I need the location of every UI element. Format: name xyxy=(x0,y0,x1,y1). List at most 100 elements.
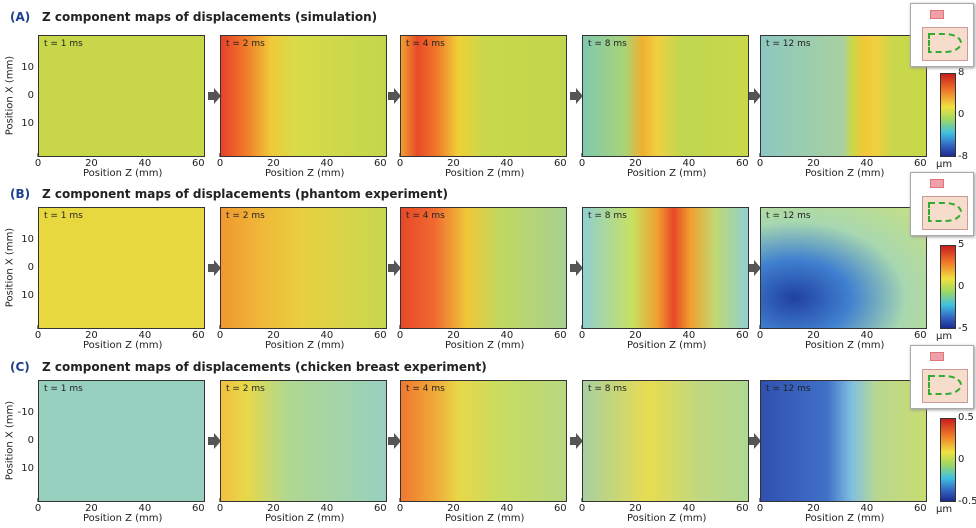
x-tick-label: 0 xyxy=(578,503,586,514)
inset-wave xyxy=(928,202,962,222)
time-label: t = 8 ms xyxy=(588,39,627,49)
heatmap xyxy=(220,35,387,157)
inset-wave xyxy=(928,33,962,53)
x-tick-label: 60 xyxy=(913,503,927,514)
colorbar-unit: μm xyxy=(936,504,953,515)
step-arrow xyxy=(570,88,583,104)
x-tick-label: 60 xyxy=(553,330,567,341)
colorbar xyxy=(940,245,956,329)
time-label: t = 4 ms xyxy=(406,39,445,49)
step-arrow xyxy=(388,88,401,104)
x-tick-label: 40 xyxy=(682,158,696,169)
heatmap xyxy=(38,35,205,157)
x-axis-label: Position Z (mm) xyxy=(83,513,163,524)
heatmap xyxy=(220,380,387,502)
step-arrow xyxy=(208,88,221,104)
x-tick-label: 40 xyxy=(500,503,514,514)
y-tick-label: 0 xyxy=(27,90,34,101)
colorbar-tick-label: 0 xyxy=(958,281,965,292)
x-tick-label: 20 xyxy=(267,503,280,514)
y-tick-label: 10 xyxy=(21,61,34,73)
heatmap xyxy=(582,207,749,329)
heatmap xyxy=(760,380,927,502)
y-tick-label: 0 xyxy=(27,262,34,273)
x-tick-label: 0 xyxy=(216,503,224,514)
x-tick-label: 60 xyxy=(191,330,205,341)
x-tick-label: 40 xyxy=(500,158,514,169)
x-tick-label: 20 xyxy=(447,330,460,341)
row-label: (B) xyxy=(10,187,31,201)
colorbar-tick-label: 8 xyxy=(958,67,965,78)
colorbar-tick-label: -5 xyxy=(958,323,968,334)
colorbar-tick-label: 0.5 xyxy=(958,412,974,423)
x-tick-label: 20 xyxy=(447,503,460,514)
step-arrow xyxy=(388,433,401,449)
time-label: t = 4 ms xyxy=(406,211,445,221)
x-tick-label: 60 xyxy=(373,158,387,169)
x-tick-label: 20 xyxy=(629,503,642,514)
x-tick-label: 0 xyxy=(756,503,764,514)
step-arrow xyxy=(748,260,761,276)
x-tick-label: 40 xyxy=(860,330,874,341)
x-tick-label: 20 xyxy=(85,158,98,169)
y-axis-label: Position X (mm) xyxy=(4,400,16,481)
time-label: t = 12 ms xyxy=(766,384,811,394)
y-axis-label: Position X (mm) xyxy=(4,227,16,308)
heatmap xyxy=(400,35,567,157)
x-tick-label: 40 xyxy=(320,330,334,341)
x-axis-label: Position Z (mm) xyxy=(83,168,163,179)
colorbar-unit: μm xyxy=(936,159,953,170)
time-label: t = 2 ms xyxy=(226,39,265,49)
y-tick-label: 10 xyxy=(21,290,34,302)
heatmap xyxy=(400,380,567,502)
heatmap xyxy=(760,35,927,157)
time-label: t = 8 ms xyxy=(588,384,627,394)
x-axis-label: Position Z (mm) xyxy=(265,340,345,351)
step-arrow xyxy=(748,88,761,104)
x-tick-label: 20 xyxy=(85,330,98,341)
heatmap xyxy=(582,35,749,157)
x-tick-label: 20 xyxy=(629,158,642,169)
x-tick-label: 60 xyxy=(373,330,387,341)
x-tick-label: 20 xyxy=(267,158,280,169)
x-tick-label: 0 xyxy=(396,158,404,169)
x-axis-label: Position Z (mm) xyxy=(445,513,525,524)
colorbar-tick-label: -0.5 xyxy=(958,496,976,507)
colorbar-tick-label: 0 xyxy=(958,109,965,120)
x-tick-label: 40 xyxy=(138,503,152,514)
heatmap xyxy=(38,207,205,329)
row-label: (A) xyxy=(10,10,31,24)
step-arrow xyxy=(748,433,761,449)
x-tick-label: 60 xyxy=(191,503,205,514)
heatmap xyxy=(220,207,387,329)
x-tick-label: 40 xyxy=(320,158,334,169)
step-arrow xyxy=(208,433,221,449)
x-tick-label: 20 xyxy=(267,330,280,341)
x-tick-label: 0 xyxy=(34,330,42,341)
x-tick-label: 20 xyxy=(85,503,98,514)
x-axis-label: Position Z (mm) xyxy=(265,513,345,524)
x-tick-label: 20 xyxy=(629,330,642,341)
x-tick-label: 20 xyxy=(447,158,460,169)
time-label: t = 4 ms xyxy=(406,384,445,394)
step-arrow xyxy=(570,433,583,449)
x-tick-label: 60 xyxy=(373,503,387,514)
x-tick-label: 60 xyxy=(913,158,927,169)
x-tick-label: 0 xyxy=(34,158,42,169)
y-tick-label: 0 xyxy=(27,435,34,446)
time-label: t = 12 ms xyxy=(766,39,811,49)
x-axis-label: Position Z (mm) xyxy=(445,168,525,179)
x-tick-label: 20 xyxy=(807,330,820,341)
heatmap xyxy=(38,380,205,502)
x-tick-label: 0 xyxy=(756,158,764,169)
step-arrow xyxy=(570,260,583,276)
time-label: t = 2 ms xyxy=(226,211,265,221)
x-tick-label: 40 xyxy=(138,330,152,341)
x-tick-label: 40 xyxy=(682,503,696,514)
x-tick-label: 0 xyxy=(216,158,224,169)
x-tick-label: 60 xyxy=(913,330,927,341)
y-axis-label: Position X (mm) xyxy=(4,55,16,136)
x-axis-label: Position Z (mm) xyxy=(83,340,163,351)
x-tick-label: 60 xyxy=(191,158,205,169)
